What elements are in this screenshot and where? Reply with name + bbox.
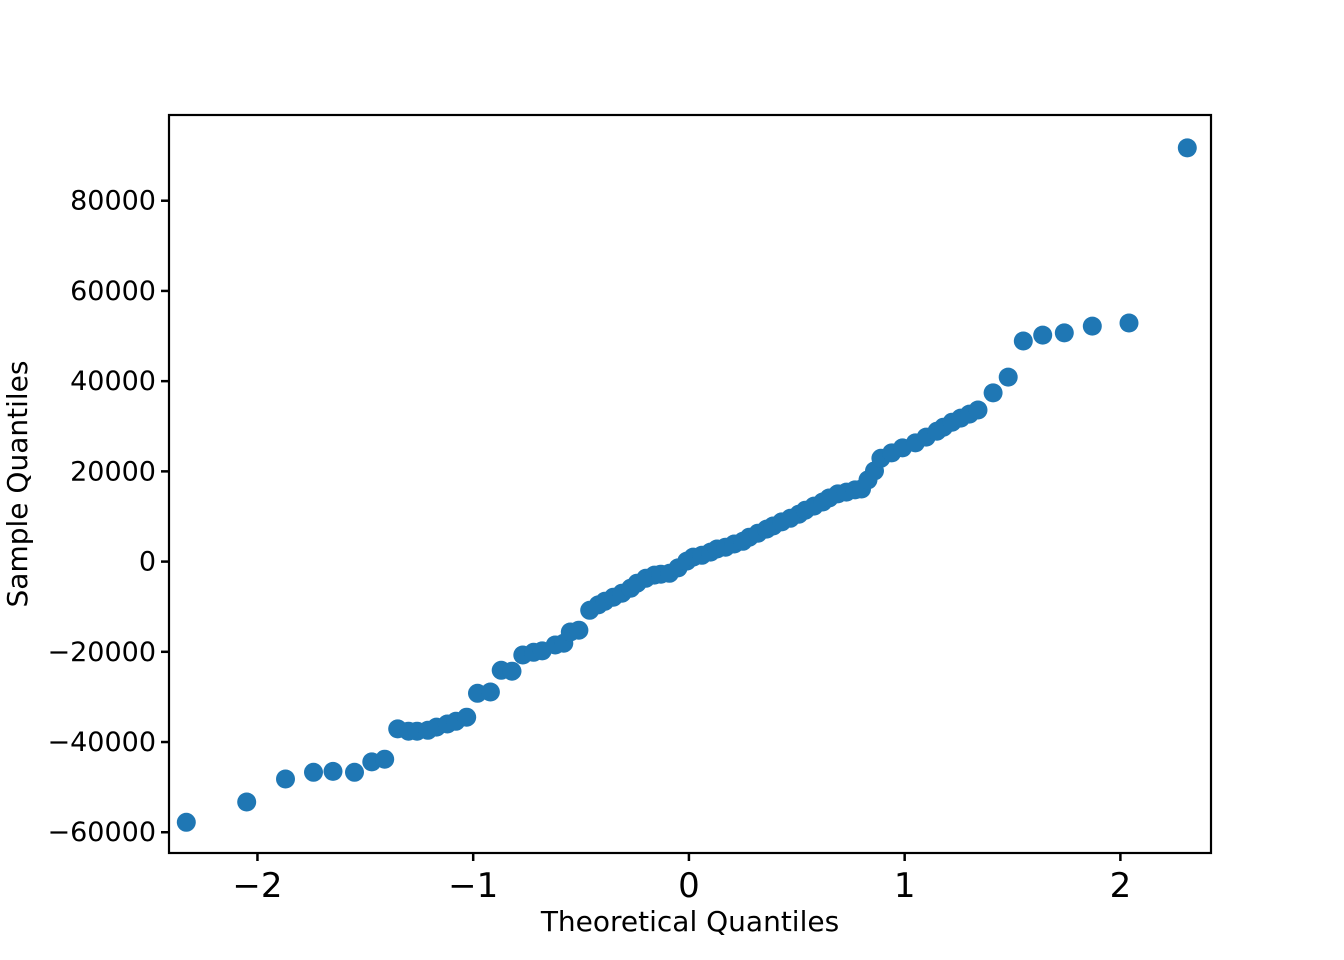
scatter-points (176, 138, 1197, 832)
y-tick-label: −60000 (47, 817, 156, 848)
data-point (569, 620, 589, 640)
data-point (983, 383, 1003, 403)
y-axis-ticks: −60000 −40000 −20000 0 20000 40000 60000 80000 (47, 186, 169, 848)
data-point (1013, 331, 1033, 351)
y-tick-label: 20000 (70, 456, 156, 487)
y-tick-label: 40000 (70, 366, 156, 397)
y-tick-label: −20000 (47, 637, 156, 668)
data-point (480, 682, 500, 702)
data-point (176, 812, 196, 832)
data-point (375, 749, 395, 769)
data-point (323, 761, 343, 781)
data-point (345, 762, 364, 782)
x-tick-label: −1 (448, 866, 498, 906)
x-tick-label: 0 (678, 866, 700, 906)
data-point (304, 762, 323, 782)
y-tick-label: 80000 (70, 186, 156, 217)
y-tick-label: 0 (139, 547, 156, 578)
data-point (1033, 325, 1053, 345)
data-point (502, 661, 522, 681)
data-point (1177, 138, 1197, 158)
data-point (1119, 313, 1139, 333)
data-point (968, 400, 988, 420)
data-point (237, 792, 257, 812)
y-tick-label: −40000 (47, 727, 156, 758)
y-axis-label: Sample Quantiles (1, 361, 34, 608)
x-tick-label: 1 (894, 866, 916, 906)
y-tick-label: 60000 (70, 276, 156, 307)
x-axis-label: Theoretical Quantiles (540, 905, 839, 938)
data-point (1054, 323, 1074, 343)
data-point (276, 769, 295, 789)
data-point (998, 367, 1018, 387)
x-tick-label: 2 (1110, 866, 1132, 906)
x-axis-ticks: −2 −1 0 1 2 (232, 853, 1131, 906)
data-point (457, 707, 477, 727)
data-point (1082, 316, 1102, 336)
x-tick-label: −2 (232, 866, 282, 906)
plot-border (167, 113, 1213, 855)
